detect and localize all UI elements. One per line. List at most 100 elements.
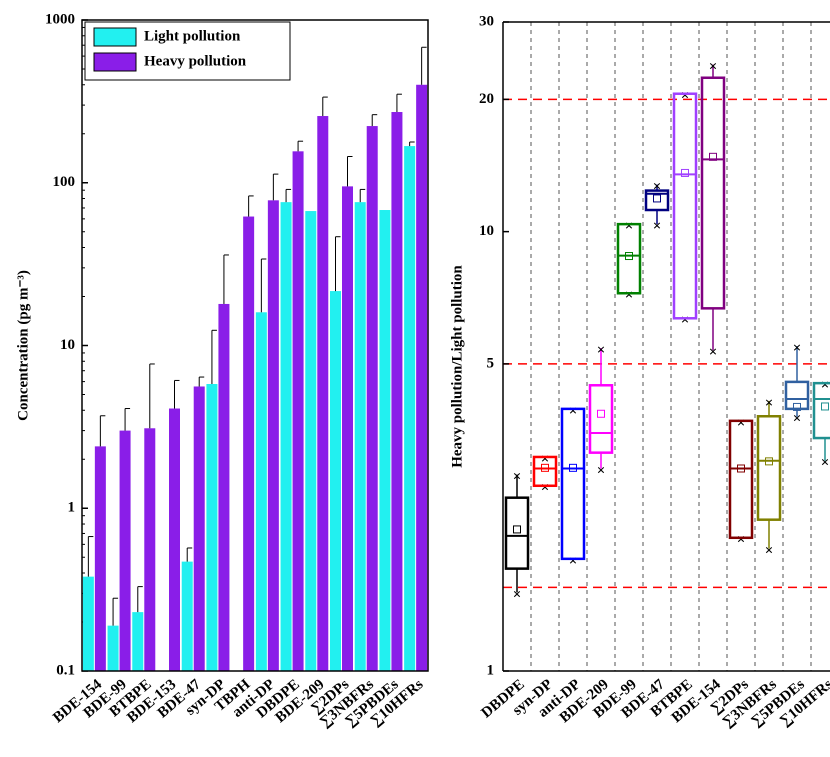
- error-bar: [99, 415, 106, 447]
- error-bar: [359, 188, 366, 203]
- error-bar: [347, 155, 353, 187]
- bar: [255, 312, 267, 671]
- error-bar: [137, 586, 143, 613]
- error-bar: [174, 379, 180, 409]
- y-tick-label: 10: [479, 223, 494, 239]
- error-bar: [211, 329, 217, 385]
- error-bar: [248, 195, 254, 217]
- bar: [206, 384, 218, 671]
- y-tick-label: 10: [60, 337, 75, 353]
- bar: [379, 210, 391, 672]
- mean-marker: [681, 168, 689, 177]
- bar: [330, 291, 341, 671]
- bar: [366, 126, 378, 672]
- bar: [404, 146, 416, 671]
- error-bar: [260, 258, 267, 313]
- box: [560, 407, 586, 561]
- box: [700, 76, 726, 310]
- max-marker: ×: [737, 415, 746, 431]
- y-tick-label: 100: [53, 174, 76, 190]
- bar: [169, 408, 180, 671]
- bar: [354, 202, 366, 671]
- bar: [292, 151, 304, 671]
- y-tick-label: 30: [479, 13, 494, 29]
- min-marker: ×: [653, 219, 662, 235]
- mean-marker: [653, 194, 661, 203]
- error-bar: [371, 114, 378, 127]
- mean-marker: [737, 464, 745, 473]
- plot-frame: [81, 19, 429, 672]
- box: [812, 381, 830, 440]
- mean-marker: [821, 402, 829, 411]
- box: [672, 92, 698, 320]
- legend-swatch: [93, 27, 137, 47]
- mean-marker: [625, 252, 633, 261]
- min-marker: ×: [821, 455, 830, 471]
- bar: [280, 202, 292, 671]
- bar: [305, 211, 317, 671]
- box: [728, 419, 754, 540]
- mean-marker: [709, 152, 717, 161]
- mean-marker: [793, 402, 801, 411]
- max-marker: ×: [653, 179, 662, 195]
- max-marker: ×: [821, 378, 830, 394]
- max-marker: ×: [793, 340, 802, 356]
- box: [504, 496, 530, 570]
- bar: [181, 561, 193, 671]
- min-marker: ×: [765, 543, 774, 559]
- y-tick-label: 0.1: [56, 662, 75, 678]
- y-axis-title: Heavy pollution/Light pollution: [449, 265, 465, 468]
- bar: [267, 200, 279, 672]
- max-marker: ×: [513, 469, 522, 485]
- min-marker: ×: [625, 288, 634, 304]
- min-marker: ×: [737, 532, 746, 548]
- box: [588, 384, 614, 454]
- mean-marker: [541, 463, 549, 472]
- bar: [218, 303, 230, 671]
- y-tick-label: 5: [487, 355, 495, 371]
- bar: [132, 612, 144, 671]
- error-bar: [272, 173, 279, 201]
- bar: [107, 625, 119, 671]
- bar: [243, 216, 255, 671]
- error-bar: [421, 46, 427, 85]
- max-marker: ×: [541, 451, 550, 467]
- min-marker: ×: [681, 313, 690, 329]
- error-bar: [124, 408, 131, 431]
- y-tick-label: 1: [68, 500, 76, 516]
- legend-label: Heavy pollution: [144, 53, 247, 69]
- max-marker: ×: [597, 343, 606, 359]
- min-marker: ×: [541, 480, 550, 496]
- mean-marker: [765, 457, 773, 466]
- max-marker: ×: [569, 403, 578, 419]
- error-bar: [186, 547, 193, 562]
- error-bar: [396, 93, 402, 113]
- max-marker: ×: [625, 219, 634, 235]
- max-marker: ×: [681, 88, 690, 104]
- error-bar: [112, 597, 119, 626]
- max-marker: ×: [765, 395, 774, 411]
- legend-swatch: [93, 52, 137, 72]
- error-bar: [149, 363, 155, 429]
- bar: [144, 428, 156, 671]
- mean-marker: [569, 463, 577, 472]
- legend-label: Light pollution: [144, 28, 241, 44]
- bar: [317, 116, 329, 671]
- box: [756, 415, 782, 521]
- bar: [416, 84, 428, 671]
- bar: [193, 386, 205, 671]
- min-marker: ×: [569, 553, 578, 569]
- bar: [119, 430, 131, 671]
- box: [784, 380, 810, 411]
- min-marker: ×: [513, 587, 522, 603]
- y-tick-label: 1: [487, 662, 495, 678]
- y-tick-label: 1000: [45, 11, 75, 27]
- y-tick-label: 20: [479, 91, 494, 107]
- min-marker: ×: [709, 345, 718, 361]
- bar: [82, 576, 94, 671]
- bar: [94, 446, 106, 671]
- error-bar: [297, 140, 304, 152]
- box: [644, 189, 670, 212]
- error-bar: [335, 236, 341, 292]
